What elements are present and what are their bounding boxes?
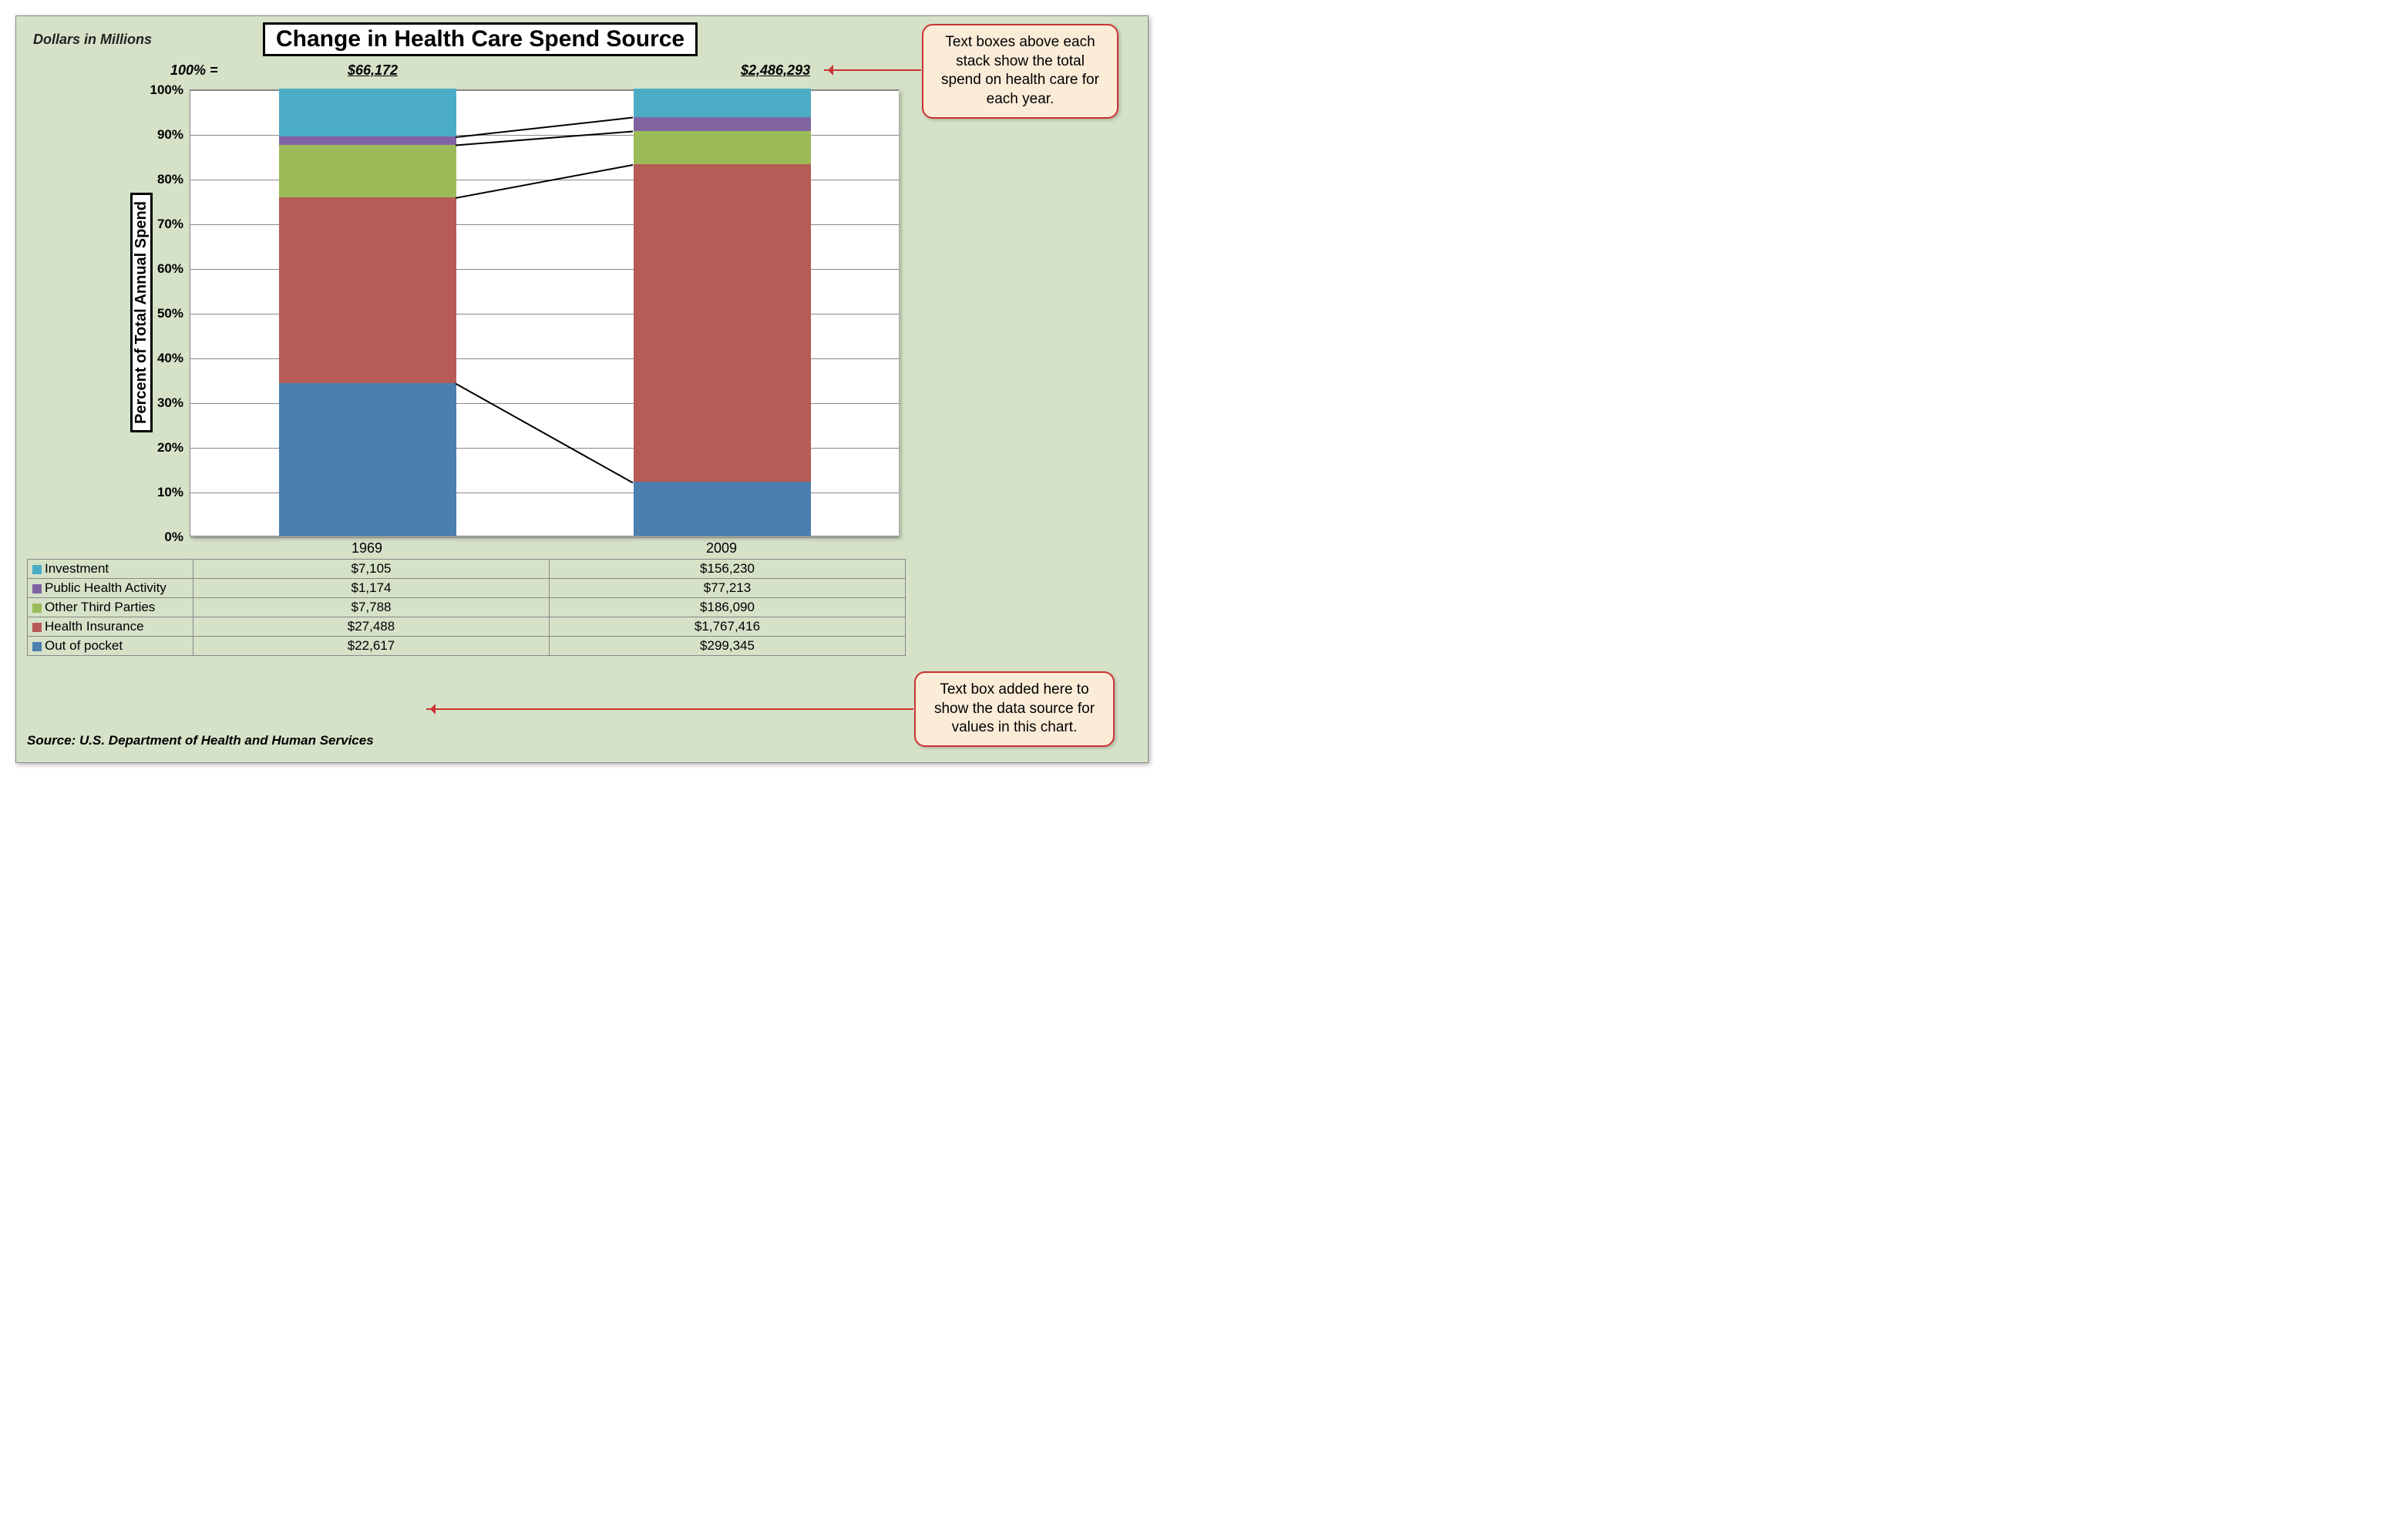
value-cell: $7,105 [193,560,550,579]
value-cell: $27,488 [193,617,550,637]
table-row: Public Health Activity $1,174$77,213 [28,579,906,598]
gridline [190,537,899,538]
total-1969: $66,172 [348,62,398,79]
y-tick-label: 80% [145,172,183,187]
y-tick-label: 30% [145,395,183,411]
table-row: Health Insurance $27,488$1,767,416 [28,617,906,637]
value-cell: $77,213 [550,579,906,598]
value-cell: $1,767,416 [550,617,906,637]
y-tick-label: 90% [145,127,183,143]
hundred-percent-label: 100% = [170,62,218,79]
legend-cell: Other Third Parties [28,598,193,617]
x-label-1969: 1969 [278,540,456,556]
value-cell: $1,174 [193,579,550,598]
data-table: Investment$7,105$156,230Public Health Ac… [27,559,906,656]
y-tick-label: 40% [145,351,183,366]
legend-swatch [32,604,42,613]
y-tick-label: 60% [145,261,183,277]
value-cell: $22,617 [193,637,550,656]
table-row: Out of pocket $22,617$299,345 [28,637,906,656]
x-label-2009: 2009 [633,540,810,556]
y-tick-label: 0% [145,530,183,545]
arrow-to-source [426,708,913,710]
legend-swatch [32,642,42,651]
legend-cell: Public Health Activity [28,579,193,598]
legend-label: Public Health Activity [45,580,166,595]
legend-label: Other Third Parties [45,600,155,614]
value-cell: $299,345 [550,637,906,656]
series-connectors [190,89,899,536]
y-tick-label: 50% [145,306,183,321]
table-row: Other Third Parties $7,788$186,090 [28,598,906,617]
y-tick-label: 100% [145,82,183,98]
legend-cell: Investment [28,560,193,579]
chart-title: Change in Health Care Spend Source [263,22,698,56]
y-tick-label: 10% [145,485,183,500]
total-2009: $2,486,293 [741,62,810,79]
legend-label: Out of pocket [45,638,123,653]
legend-swatch [32,584,42,593]
legend-label: Health Insurance [45,619,144,634]
arrow-to-total [824,69,921,71]
chart-panel: Dollars in Millions Change in Health Car… [15,15,1149,763]
source-citation: Source: U.S. Department of Health and Hu… [27,733,374,748]
legend-cell: Out of pocket [28,637,193,656]
legend-cell: Health Insurance [28,617,193,637]
legend-swatch [32,623,42,632]
legend-swatch [32,565,42,574]
y-tick-label: 70% [145,217,183,232]
value-cell: $7,788 [193,598,550,617]
value-cell: $156,230 [550,560,906,579]
callout-source: Text box added here to show the data sou… [914,671,1115,747]
legend-label: Investment [45,561,109,576]
value-cell: $186,090 [550,598,906,617]
table-row: Investment $7,105$156,230 [28,560,906,579]
callout-totals: Text boxes above each stack show the tot… [922,24,1118,119]
dollars-in-millions-label: Dollars in Millions [33,32,152,48]
y-tick-label: 20% [145,440,183,456]
